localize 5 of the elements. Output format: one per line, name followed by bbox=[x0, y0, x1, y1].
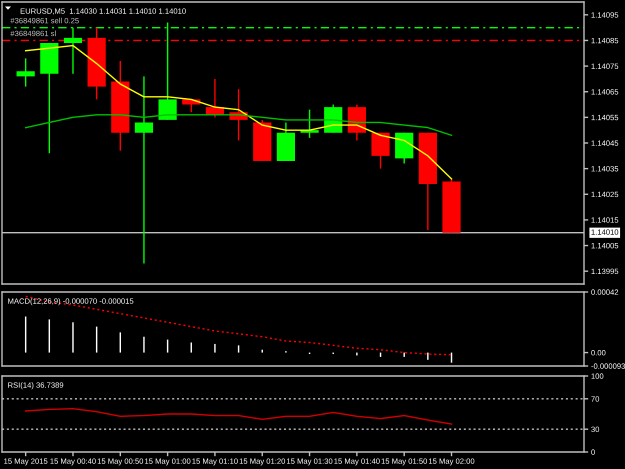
candlestick bbox=[371, 132, 390, 170]
candlestick bbox=[16, 58, 35, 88]
candlestick bbox=[134, 76, 154, 264]
line-series bbox=[24, 408, 452, 425]
line-series bbox=[24, 44, 452, 180]
